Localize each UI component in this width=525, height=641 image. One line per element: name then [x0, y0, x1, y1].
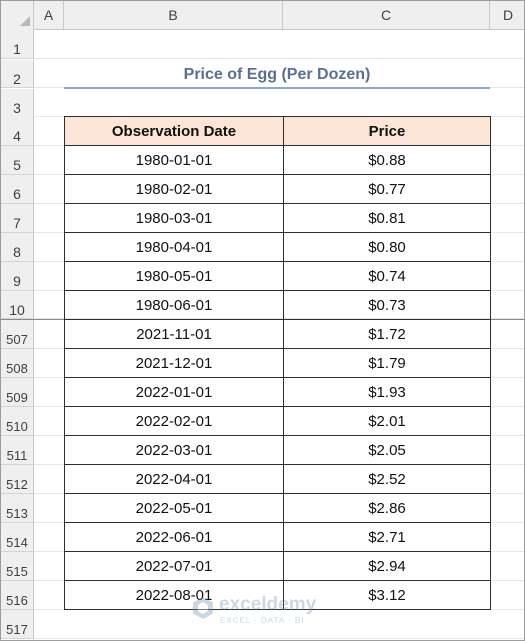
- column-header-bar: A B C D: [1, 1, 524, 30]
- price-cell[interactable]: $0.88: [283, 145, 491, 175]
- table-row: 2022-07-01 $2.94: [64, 551, 491, 581]
- row-header[interactable]: 5: [1, 146, 34, 175]
- table-row: 2022-05-01 $2.86: [64, 493, 491, 523]
- price-cell[interactable]: $3.12: [283, 580, 491, 610]
- egg-price-table: Observation Date Price 1980-01-01 $0.88 19…: [64, 116, 491, 610]
- table-row: 2022-02-01 $2.01: [64, 406, 491, 436]
- row-header[interactable]: 4: [1, 116, 34, 146]
- title-underline: [64, 87, 490, 89]
- date-cell[interactable]: 1980-04-01: [64, 232, 284, 262]
- table-row: 1980-04-01 $0.80: [64, 232, 491, 262]
- column-header-d[interactable]: D: [502, 7, 514, 23]
- row-header[interactable]: 517: [1, 610, 34, 639]
- table-row: 2021-12-01 $1.79: [64, 348, 491, 378]
- date-cell[interactable]: 2022-06-01: [64, 522, 284, 552]
- watermark-tagline: EXCEL · DATA · BI: [220, 616, 305, 625]
- row-header[interactable]: 9: [1, 262, 34, 291]
- price-cell[interactable]: $1.72: [283, 319, 491, 349]
- price-cell[interactable]: $0.74: [283, 261, 491, 291]
- date-cell[interactable]: 2022-04-01: [64, 464, 284, 494]
- column-header-a[interactable]: A: [34, 1, 64, 29]
- price-cell[interactable]: $2.86: [283, 493, 491, 523]
- column-header-b[interactable]: B: [64, 1, 283, 29]
- row-header[interactable]: 514: [1, 523, 34, 552]
- table-row: 2022-01-01 $1.93: [64, 377, 491, 407]
- row-header[interactable]: 2: [1, 60, 34, 88]
- row-header[interactable]: 8: [1, 233, 34, 262]
- date-cell[interactable]: 1980-06-01: [64, 290, 284, 320]
- price-cell[interactable]: $2.01: [283, 406, 491, 436]
- sheet-title: Price of Egg (Per Dozen): [183, 66, 371, 83]
- table-row: 1980-05-01 $0.74: [64, 261, 491, 291]
- gridline: [34, 638, 524, 639]
- select-all-button[interactable]: [1, 1, 34, 29]
- price-cell[interactable]: $0.77: [283, 174, 491, 204]
- header-price[interactable]: Price: [283, 116, 491, 146]
- price-cell[interactable]: $0.80: [283, 232, 491, 262]
- row-header[interactable]: 516: [1, 581, 34, 610]
- row-header[interactable]: 513: [1, 494, 34, 523]
- price-cell[interactable]: $0.81: [283, 203, 491, 233]
- table-row: 1980-03-01 $0.81: [64, 203, 491, 233]
- price-cell[interactable]: $2.71: [283, 522, 491, 552]
- exceldemy-watermark: exceldemy EXCEL · DATA · BI: [191, 594, 341, 630]
- table-row: 2022-08-01 $3.12: [64, 580, 491, 610]
- price-cell[interactable]: $1.93: [283, 377, 491, 407]
- date-cell[interactable]: 2021-11-01: [64, 319, 284, 349]
- row-header[interactable]: 509: [1, 378, 34, 407]
- date-cell[interactable]: 2022-07-01: [64, 551, 284, 581]
- row-header[interactable]: 3: [1, 89, 34, 117]
- table-row: 2021-11-01 $1.72: [64, 319, 491, 349]
- date-cell[interactable]: 1980-01-01: [64, 145, 284, 175]
- price-cell[interactable]: $2.94: [283, 551, 491, 581]
- table-row: 2022-03-01 $2.05: [64, 435, 491, 465]
- table-row: 1980-02-01 $0.77: [64, 174, 491, 204]
- gridline: [34, 58, 524, 59]
- column-header-c[interactable]: C: [283, 1, 490, 29]
- date-cell[interactable]: 1980-03-01: [64, 203, 284, 233]
- table-row: 2022-04-01 $2.52: [64, 464, 491, 494]
- price-cell[interactable]: $1.79: [283, 348, 491, 378]
- row-header[interactable]: 510: [1, 407, 34, 436]
- price-cell[interactable]: $2.05: [283, 435, 491, 465]
- table-row: 1980-01-01 $0.88: [64, 145, 491, 175]
- date-cell[interactable]: 2022-02-01: [64, 406, 284, 436]
- price-cell[interactable]: $2.52: [283, 464, 491, 494]
- gridline: [34, 609, 524, 610]
- row-header[interactable]: 1: [1, 29, 34, 59]
- exceldemy-logo-icon: [193, 597, 213, 619]
- row-header[interactable]: 10: [1, 291, 34, 319]
- date-cell[interactable]: 2022-01-01: [64, 377, 284, 407]
- row-header[interactable]: 6: [1, 175, 34, 204]
- table-body: 1980-01-01 $0.88 1980-02-01 $0.77 1980-03-01…: [64, 145, 491, 610]
- row-header[interactable]: 508: [1, 349, 34, 378]
- row-header[interactable]: 7: [1, 204, 34, 233]
- date-cell[interactable]: 2022-05-01: [64, 493, 284, 523]
- date-cell[interactable]: 1980-05-01: [64, 261, 284, 291]
- price-cell[interactable]: $0.73: [283, 290, 491, 320]
- date-cell[interactable]: 1980-02-01: [64, 174, 284, 204]
- table-row: 2022-06-01 $2.71: [64, 522, 491, 552]
- row-header[interactable]: 511: [1, 436, 34, 465]
- date-cell[interactable]: 2021-12-01: [64, 348, 284, 378]
- date-cell[interactable]: 2022-03-01: [64, 435, 284, 465]
- table-row: 1980-06-01 $0.73: [64, 290, 491, 320]
- row-header[interactable]: 512: [1, 465, 34, 494]
- date-cell[interactable]: 2022-08-01: [64, 580, 284, 610]
- header-observation-date[interactable]: Observation Date: [64, 116, 284, 146]
- watermark-name: exceldemy: [219, 594, 317, 615]
- row-header[interactable]: 515: [1, 552, 34, 581]
- row-header[interactable]: 507: [1, 320, 34, 349]
